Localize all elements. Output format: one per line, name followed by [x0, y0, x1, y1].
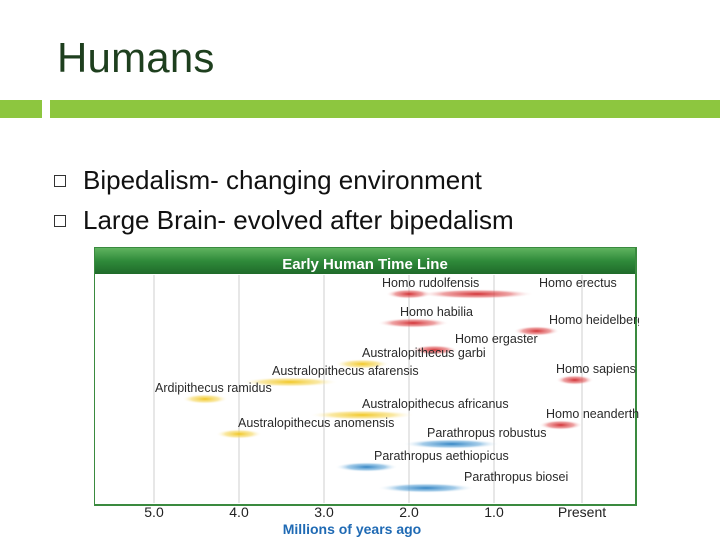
slide-title: Humans [57, 34, 215, 81]
x-tick-label: Present [558, 504, 606, 520]
timeline-chart: Early Human Time Line Homo rudolfensis Ho… [94, 247, 639, 540]
x-tick-label: 1.0 [484, 504, 504, 520]
chart-frame [94, 247, 637, 506]
species-range-bar [377, 318, 449, 328]
bullet-text: Bipedalism- changing environment [83, 164, 482, 195]
bullet-item: Bipedalism- changing environment [54, 160, 514, 200]
timeline-svg: Early Human Time Line Homo rudolfensis Ho… [94, 247, 639, 537]
species-label: Parathropus biosei [464, 470, 568, 484]
species-label: Homo erectus [539, 276, 617, 290]
bullet-list: Bipedalism- changing environment Large B… [54, 160, 514, 240]
bullet-text: Large Brain- evolved after bipedalism [83, 204, 514, 235]
species-range-bar [182, 394, 228, 404]
species-label: Australopithecus garbi [362, 346, 486, 360]
species-label: Parathropus robustus [427, 426, 547, 440]
accent-bar-right [50, 100, 720, 118]
species-range-bar [309, 410, 415, 420]
species-label: Homo ergaster [455, 332, 538, 346]
chart-header [95, 248, 635, 274]
species-range-bar [386, 289, 432, 299]
species-label: Australopithecus anomensis [238, 416, 394, 430]
species-range-bar [241, 377, 339, 387]
species-range-bar [539, 420, 583, 430]
chart-title: Early Human Time Line [282, 256, 448, 273]
species-range-bar [403, 439, 500, 449]
species-label: Australopithecus afarensis [272, 364, 419, 378]
square-bullet-icon [54, 175, 66, 187]
species-label: Australopithecus africanus [362, 397, 509, 411]
species-label: Homo rudolfensis [382, 276, 479, 290]
species-range-bar [377, 483, 475, 493]
bullet-item: Large Brain- evolved after bipedalism [54, 200, 514, 240]
species-range-bar [513, 326, 560, 336]
species-range-bar [420, 289, 534, 299]
species-label: Homo sapiens [556, 362, 636, 376]
species-label: Ardipithecus ramidus [155, 381, 272, 395]
species-range-bar [556, 375, 594, 385]
species-range-bar [335, 462, 398, 472]
species-label: Homo habilia [400, 305, 473, 319]
accent-bar-left [0, 100, 42, 118]
species-range-bar [411, 345, 458, 355]
square-bullet-icon [54, 215, 66, 227]
species-range-bar [335, 359, 390, 369]
x-tick-label: 4.0 [229, 504, 249, 520]
species-label: Homo neanderthalensis [546, 407, 639, 421]
species-range-bar [216, 429, 262, 439]
x-tick-label: 3.0 [314, 504, 334, 520]
species-label: Parathropus aethiopicus [374, 449, 509, 463]
species-label: Homo heidelbergensis [549, 313, 639, 327]
x-axis-label: Millions of years ago [283, 521, 421, 537]
x-tick-label: 2.0 [399, 504, 419, 520]
x-tick-label: 5.0 [144, 504, 164, 520]
